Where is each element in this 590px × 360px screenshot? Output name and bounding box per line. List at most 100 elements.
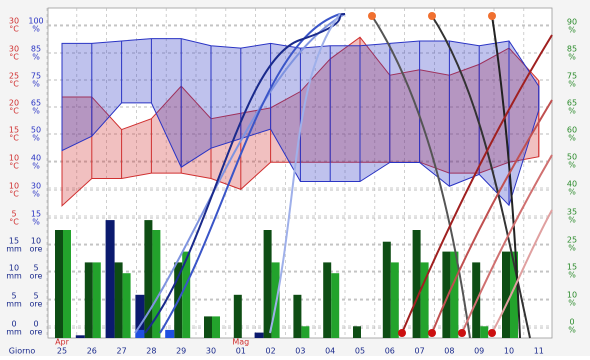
- bar: [480, 326, 489, 338]
- axis-unit: °C: [9, 80, 19, 89]
- axis-unit: %: [568, 26, 576, 35]
- x-tick-label: 26: [87, 347, 97, 356]
- x-tick-label: 05: [355, 347, 365, 356]
- axis-unit: %: [568, 134, 576, 143]
- x-tick-label: 06: [385, 347, 395, 356]
- bar: [301, 326, 310, 338]
- x-tick-label: 28: [146, 347, 156, 356]
- axis-label: 5: [33, 292, 38, 301]
- axis-unit: %: [568, 80, 576, 89]
- x-tick-label: 07: [415, 347, 425, 356]
- axis-label: 15: [567, 263, 577, 272]
- axis-unit: °C: [9, 25, 19, 34]
- axis-label: 90: [567, 18, 577, 27]
- bar: [105, 220, 115, 338]
- x-tick-label: 30: [206, 347, 216, 356]
- curve: [491, 15, 521, 339]
- axis-unit: %: [568, 188, 576, 197]
- grid: [46, 8, 552, 338]
- axis-label: 20: [9, 99, 19, 108]
- axis-label: 0: [11, 320, 16, 329]
- axis-unit: °C: [9, 190, 19, 199]
- bar: [135, 294, 145, 338]
- axis-label: 0: [569, 318, 574, 327]
- axis-unit: mm: [6, 300, 22, 309]
- bar: [144, 220, 153, 338]
- axis-unit: %: [568, 161, 576, 170]
- x-tick-label: 09: [474, 347, 484, 356]
- bar: [233, 294, 242, 338]
- axis-label: 40: [31, 154, 41, 163]
- bar: [442, 251, 451, 338]
- x-tick-label: 02: [266, 347, 276, 356]
- curve: [144, 13, 346, 334]
- bar: [182, 251, 191, 338]
- curve: [371, 15, 471, 339]
- axis-label: 100: [28, 17, 43, 26]
- axis-label: 10: [9, 154, 19, 163]
- bar: [63, 230, 71, 338]
- bar: [122, 273, 131, 338]
- bar: [254, 332, 264, 338]
- month-label: Mag: [232, 338, 249, 347]
- x-tick-label: 25: [57, 347, 67, 356]
- axis-unit: %: [32, 218, 40, 227]
- axis-unit: °C: [9, 53, 19, 62]
- axis-unit: ore: [30, 328, 43, 337]
- axis-unit: %: [568, 271, 576, 280]
- curve: [431, 99, 553, 334]
- axis-unit: %: [568, 216, 576, 225]
- bar: [135, 329, 145, 338]
- bar: [323, 262, 332, 338]
- bar: [84, 262, 93, 338]
- bar: [412, 230, 421, 338]
- axis-label: 40: [567, 180, 577, 189]
- x-tick-label: 11: [534, 347, 544, 356]
- bar: [204, 316, 212, 338]
- bar: [331, 273, 340, 338]
- axis-unit: %: [32, 190, 40, 199]
- axis-label: 10: [9, 182, 19, 191]
- moon-dot: [398, 329, 406, 337]
- curve: [491, 209, 553, 334]
- curve: [401, 34, 553, 334]
- axis-label: 50: [567, 153, 577, 162]
- axis-label: 5: [11, 292, 16, 301]
- x-tick-label: 08: [444, 347, 454, 356]
- moon-dot: [488, 329, 496, 337]
- axis-label: 15: [9, 126, 19, 135]
- axis-unit: %: [32, 53, 40, 62]
- curve: [431, 15, 531, 339]
- axis-label: 65: [31, 99, 41, 108]
- x-tick-label: 01: [236, 347, 246, 356]
- axis-unit: °C: [9, 218, 19, 227]
- axis-unit: ore: [30, 245, 43, 254]
- axis-unit: %: [32, 134, 40, 143]
- axis-label: 15: [31, 210, 41, 219]
- axis-unit: mm: [6, 328, 22, 337]
- bar: [510, 251, 518, 338]
- sun-dot: [488, 12, 496, 20]
- axis-unit: %: [568, 53, 576, 62]
- month-label: Apr: [55, 338, 70, 347]
- axis-label: 5: [33, 264, 38, 273]
- axis-label: 10: [31, 237, 41, 246]
- axis-unit: °C: [9, 107, 19, 116]
- bar: [353, 326, 361, 338]
- axis-unit: °C: [9, 162, 19, 171]
- bar: [75, 335, 85, 338]
- x-title: Giorno: [9, 347, 36, 356]
- moon-dot: [458, 329, 466, 337]
- axis-label: 75: [567, 72, 577, 81]
- axis-label: 30: [31, 182, 41, 191]
- x-tick-label: 27: [117, 347, 127, 356]
- labels: 30°C30°C25°C20°C15°C10°C10°C5°C100%85%75…: [6, 17, 577, 356]
- axis-label: 30: [9, 45, 19, 54]
- axis-label: 10: [567, 291, 577, 300]
- axis-unit: ore: [30, 300, 43, 309]
- bar: [502, 251, 510, 338]
- axis-unit: mm: [6, 272, 22, 281]
- axis-unit: ore: [30, 272, 43, 281]
- x-tick-label: 29: [176, 347, 186, 356]
- axis-label: 85: [31, 45, 41, 54]
